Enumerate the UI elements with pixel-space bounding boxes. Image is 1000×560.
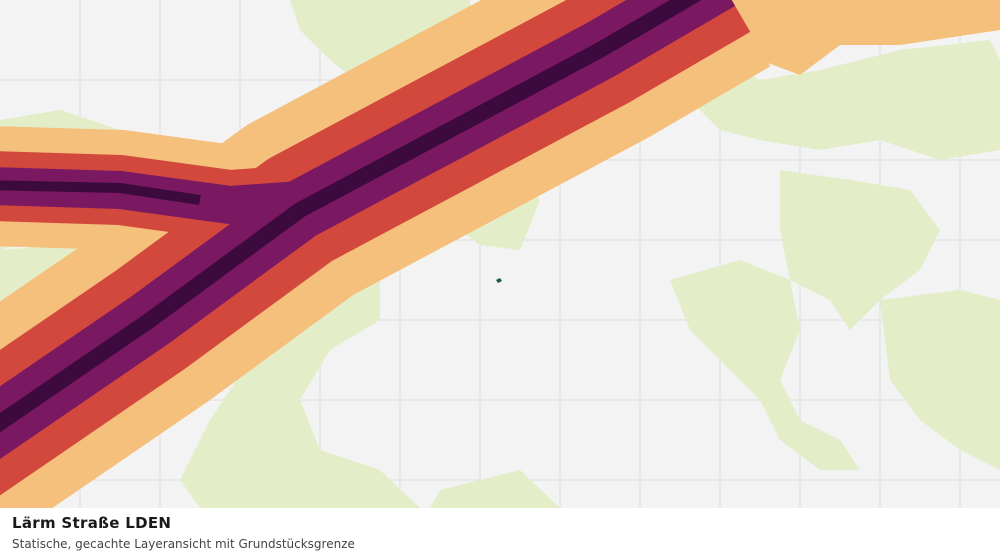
- caption-bar: Lärm Straße LDEN Statische, gecachte Lay…: [0, 508, 1000, 560]
- noise-zone-low: [690, 0, 1000, 75]
- road-noise-corridor: [0, 0, 771, 508]
- green-area: [670, 260, 860, 470]
- green-area: [430, 470, 560, 508]
- green-area: [780, 170, 940, 330]
- layer-subtitle: Statische, gecachte Layeransicht mit Gru…: [12, 537, 355, 551]
- map-canvas: [0, 0, 1000, 508]
- noise-band-70: [0, 180, 201, 205]
- layer-title: Lärm Straße LDEN: [12, 514, 172, 532]
- parcel-marker: [496, 278, 502, 283]
- green-area: [180, 260, 420, 508]
- green-area: [880, 290, 1000, 470]
- noise-band-70: [0, 0, 702, 433]
